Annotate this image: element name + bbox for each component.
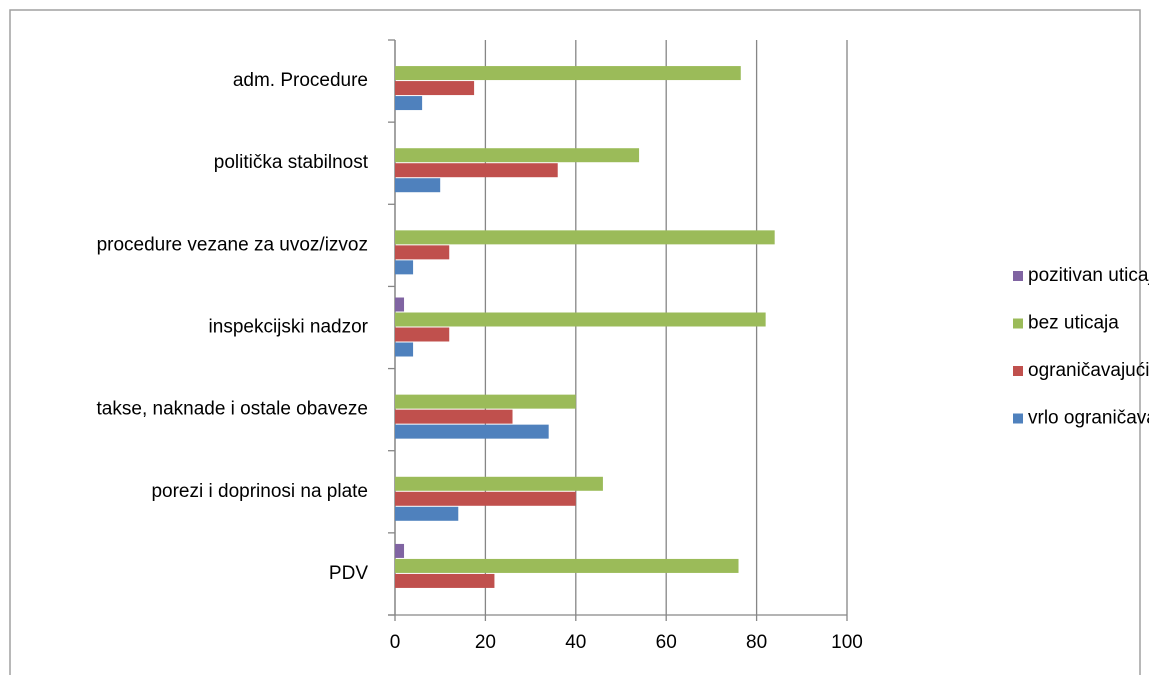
legend-label: pozitivan uticaj — [1028, 265, 1149, 286]
x-tick-label: 40 — [565, 632, 586, 653]
legend-swatch — [1013, 413, 1023, 424]
legend-label: ograničavajući — [1028, 360, 1149, 381]
y-tick-label: PDV — [329, 563, 368, 584]
x-tick-label: 20 — [475, 632, 496, 653]
bar — [395, 342, 414, 357]
bar — [395, 476, 603, 491]
y-tick-label: procedure vezane za uvoz/izvoz — [97, 234, 368, 255]
bar — [395, 543, 405, 558]
bar — [395, 424, 549, 439]
bar — [395, 394, 576, 409]
x-tick-label: 60 — [656, 632, 677, 653]
bar — [395, 312, 766, 327]
bar — [395, 327, 450, 342]
bar — [395, 163, 558, 178]
y-tick-label: porezi i doprinosi na plate — [151, 481, 368, 502]
bar — [395, 245, 450, 260]
bar — [395, 506, 459, 521]
bar — [395, 178, 441, 193]
legend-swatch — [1013, 318, 1023, 329]
legend-label: bez uticaja — [1028, 313, 1119, 334]
legend-label: vrlo ograničavajući — [1028, 408, 1149, 429]
x-tick-label: 100 — [831, 632, 863, 653]
y-tick-label: politička stabilnost — [214, 152, 369, 173]
bar — [395, 491, 576, 506]
x-tick-label: 80 — [746, 632, 767, 653]
y-tick-label: inspekcijski nadzor — [209, 317, 369, 338]
bar — [395, 573, 495, 588]
chart-border — [9, 9, 1141, 675]
x-tick-label: 0 — [390, 632, 401, 653]
y-tick-label: takse, naknade i ostale obaveze — [97, 399, 368, 420]
bar — [395, 96, 423, 111]
bar — [395, 558, 739, 573]
bar — [395, 148, 640, 163]
bar — [395, 260, 414, 275]
bar — [395, 66, 741, 81]
bar — [395, 409, 513, 424]
legend-swatch — [1013, 366, 1023, 376]
legend-swatch — [1013, 271, 1023, 281]
bar — [395, 81, 475, 96]
bar — [395, 297, 405, 312]
bar — [395, 230, 775, 245]
y-tick-label: adm. Procedure — [233, 70, 368, 91]
